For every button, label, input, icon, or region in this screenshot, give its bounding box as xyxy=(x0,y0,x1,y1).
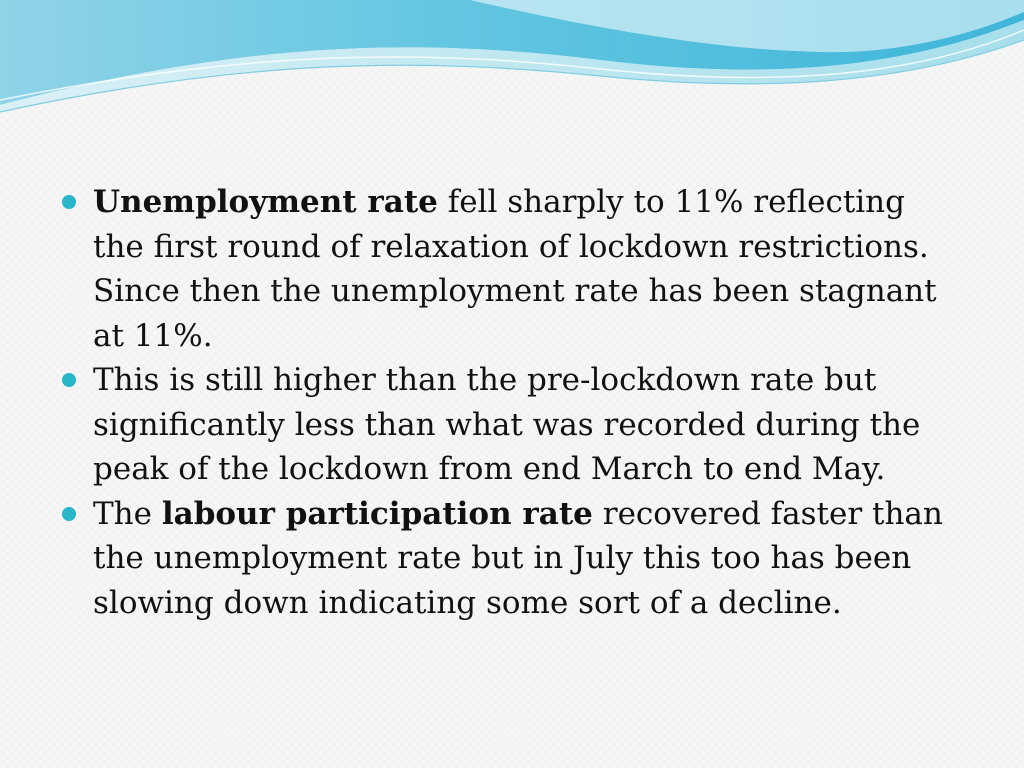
slide-content: Unemployment rate fell sharply to 11% re… xyxy=(60,180,960,625)
bullet-item-pre-lockdown: This is still higher than the pre-lockdo… xyxy=(60,358,960,492)
bullet-dot-icon xyxy=(62,195,76,209)
bullet-item-labour-participation: The labour participation rate recovered … xyxy=(60,492,960,626)
bullet-text: fell sharply to 11% reflecting the first… xyxy=(93,184,937,354)
bullet-item-unemployment: Unemployment rate fell sharply to 11% re… xyxy=(60,180,960,358)
bullet-bold-term: Unemployment rate xyxy=(93,184,438,220)
bullet-dot-icon xyxy=(62,506,76,521)
bullet-prefix: The xyxy=(93,495,162,532)
bullet-text: recovered faster than the unemployment r… xyxy=(93,495,943,621)
bullet-bold-term: labour participation rate xyxy=(161,495,593,532)
bullet-dot-icon xyxy=(62,373,76,387)
bullet-text: This is still higher than the pre-lockdo… xyxy=(93,362,921,487)
header-wave-decoration xyxy=(0,0,1024,113)
